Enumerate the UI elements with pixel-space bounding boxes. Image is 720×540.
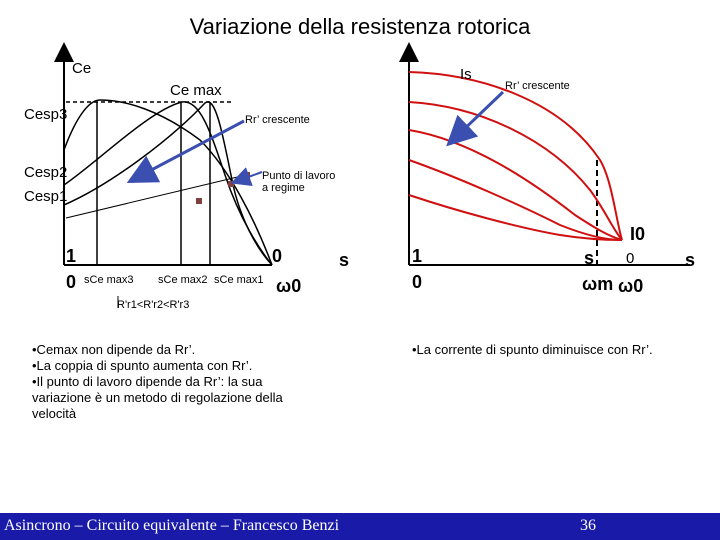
cesp3-label: Cesp3 — [24, 106, 68, 123]
work-point-1 — [196, 198, 202, 204]
rr-arrow-right — [446, 90, 505, 147]
current-curve-1 — [408, 71, 623, 241]
left-one-label: 1 — [66, 246, 77, 266]
right-zero-label: 0 — [412, 272, 423, 292]
left-s-label: s — [339, 250, 350, 270]
page-number: 36 — [580, 517, 596, 534]
rr-arrow-left — [126, 119, 245, 184]
right-omega0-label: ω0 — [618, 276, 644, 296]
right-s-label: s — [685, 250, 696, 270]
s-ce-max2-label: sCe max2 — [158, 274, 208, 286]
right-s-mid-label: s — [584, 248, 595, 268]
punto-regime-label: a regime — [262, 182, 305, 194]
work-point-2 — [228, 181, 234, 187]
current-curve-2 — [408, 101, 623, 241]
punto-lavoro-label: Punto di lavoro — [262, 170, 336, 182]
torque-curve-3 — [63, 99, 273, 266]
i0-label: I0 — [630, 224, 646, 244]
rr-order-label: R'r1<R'r2<R'r3 — [117, 299, 190, 311]
bullet-left-1: •Cemax non dipende da Rr’. — [32, 342, 196, 357]
bullet-left-2: •La coppia di spunto aumenta con Rr’. — [32, 358, 253, 373]
right-mid-zero-label: 0 — [626, 250, 635, 267]
punto-arrow — [230, 167, 263, 186]
footer-text: Asincrono – Circuito equivalente – Franc… — [4, 517, 340, 534]
ce-axis-label: Ce — [72, 60, 92, 77]
current-curve-4 — [408, 159, 623, 241]
omega-m-label: ωm — [582, 274, 614, 294]
left-zero-label: 0 — [66, 272, 77, 292]
bullet-left-3: •Il punto di lavoro dipende da Rr’: la s… — [32, 374, 283, 421]
ce-max-label: Ce max — [170, 82, 222, 99]
s-ce-max3-label: sCe max3 — [84, 274, 134, 286]
torque-curve-1 — [63, 101, 273, 266]
s-ce-max1-label: sCe max1 — [214, 274, 264, 286]
cesp2-label: Cesp2 — [24, 164, 68, 181]
right-one-label: 1 — [412, 246, 423, 266]
torque-curve-2 — [63, 101, 273, 266]
left-mid-zero-label: 0 — [272, 246, 283, 266]
is-axis-label: Is — [460, 66, 472, 83]
bullet-right-1: •La corrente di spunto diminuisce con Rr… — [412, 342, 653, 357]
current-curve-5 — [408, 194, 623, 241]
footer-bar: Asincrono – Circuito equivalente – Franc… — [0, 513, 720, 540]
bullets-left: •Cemax non dipende da Rr’. •La coppia di… — [32, 342, 292, 422]
rr-crescente-right: Rr’ crescente — [505, 80, 570, 92]
bullets-right: •La corrente di spunto diminuisce con Rr… — [412, 342, 702, 358]
rr-crescente-left: Rr’ crescente — [245, 114, 310, 126]
left-omega0-label: ω0 — [276, 276, 302, 296]
page-title: Variazione della resistenza rotorica — [189, 14, 531, 39]
cesp1-label: Cesp1 — [24, 188, 68, 205]
load-line — [65, 173, 251, 219]
